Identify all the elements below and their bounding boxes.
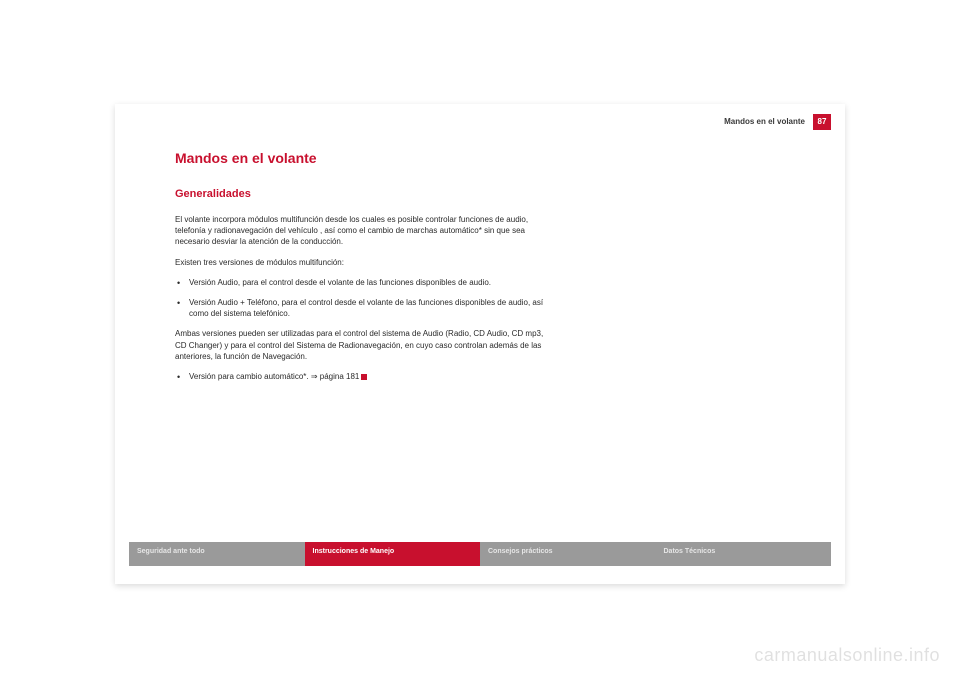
bullet-item: Versión para cambio automático*. ⇒ págin… <box>175 371 555 382</box>
bullet-text: Versión para cambio automático*. ⇒ págin… <box>189 372 359 381</box>
section-subtitle: Generalidades <box>175 188 555 200</box>
tab-seguridad[interactable]: Seguridad ante todo <box>129 542 305 566</box>
paragraph: Ambas versiones pueden ser utilizadas pa… <box>175 328 555 362</box>
bullet-item: Versión Audio + Teléfono, para el contro… <box>175 297 555 319</box>
page-header: Mandos en el volante 87 <box>115 114 845 134</box>
tab-datos[interactable]: Datos Técnicos <box>656 542 832 566</box>
tab-consejos[interactable]: Consejos prácticos <box>480 542 656 566</box>
page-content: Mandos en el volante Generalidades El vo… <box>175 150 555 391</box>
manual-page: Mandos en el volante 87 Mandos en el vol… <box>115 104 845 584</box>
paragraph: Existen tres versiones de módulos multif… <box>175 257 555 268</box>
page-title: Mandos en el volante <box>175 150 555 166</box>
footer-tabs: Seguridad ante todo Instrucciones de Man… <box>129 542 831 566</box>
paragraph: El volante incorpora módulos multifunció… <box>175 214 555 248</box>
header-section-title: Mandos en el volante <box>724 117 805 126</box>
page-number-badge: 87 <box>813 114 831 130</box>
bullet-item: Versión Audio, para el control desde el … <box>175 277 555 288</box>
tab-instrucciones[interactable]: Instrucciones de Manejo <box>305 542 481 566</box>
watermark-text: carmanualsonline.info <box>754 645 940 666</box>
end-marker-icon <box>361 374 367 380</box>
